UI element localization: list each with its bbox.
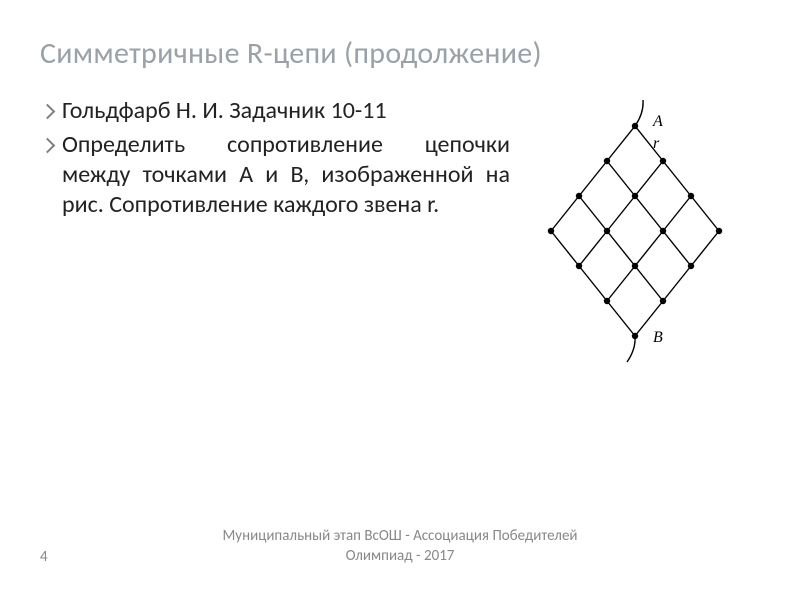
content-row: Гольдфарб Н. И. Задачник 10-11 Определит… <box>40 96 760 376</box>
resistor-lattice-diagram: Ar B <box>535 96 735 376</box>
svg-text:B: B <box>653 329 663 346</box>
slide-footer: 4 Муниципальный этап ВсОШ - Ассоциация П… <box>0 526 800 567</box>
footer-text: Муниципальный этап ВсОШ - Ассоциация Поб… <box>80 526 720 567</box>
bullet-item: Гольдфарб Н. И. Задачник 10-11 <box>40 96 510 126</box>
footer-line-2: Олимпиад - 2017 <box>346 547 455 565</box>
bullet-item: Определить сопротивление цепочки между т… <box>40 130 510 220</box>
diagram-column: Ar B <box>510 96 760 376</box>
page-title: Симметричные R-цепи (продолжение) <box>40 35 760 72</box>
footer-line-1: Муниципальный этап ВсОШ - Ассоциация Поб… <box>222 527 577 545</box>
page-number: 4 <box>40 548 80 566</box>
slide: Симметричные R-цепи (продолжение) Гольдф… <box>0 0 800 600</box>
svg-text:A: A <box>652 113 663 130</box>
svg-text:r: r <box>653 135 660 152</box>
text-column: Гольдфарб Н. И. Задачник 10-11 Определит… <box>40 96 510 224</box>
